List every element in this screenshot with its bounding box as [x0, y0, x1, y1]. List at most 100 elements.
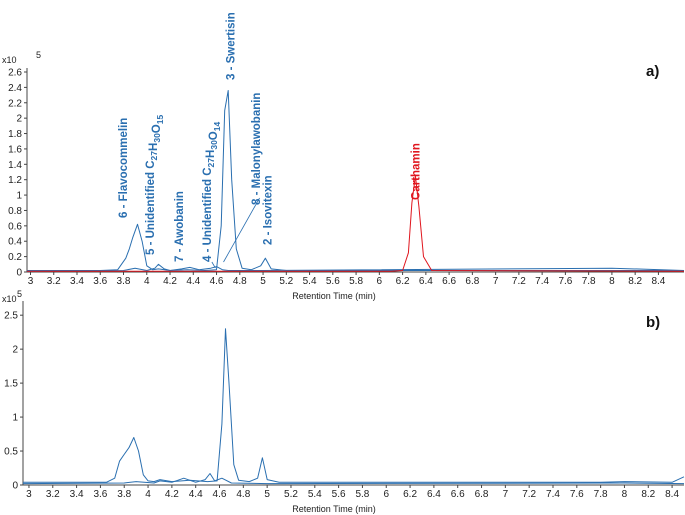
x-tick-label: 6.4 — [427, 489, 441, 500]
x-tick-label: 6.6 — [451, 489, 465, 500]
y-tick-label: 1 — [12, 413, 18, 424]
y-tick-label: 0 — [16, 268, 22, 279]
panel-a: x10 5 a) Retention Time (min) 0 0.2 0.4 0.6… — [2, 12, 685, 301]
panel-b-x-axis-title: Retention Time (min) — [292, 504, 376, 514]
y-tick-label: 2.5 — [4, 311, 18, 322]
y-tick-label: 2.2 — [8, 98, 22, 109]
x-tick-label: 3.4 — [70, 276, 84, 287]
x-tick-label: 7 — [503, 489, 509, 500]
peak-label: 7 - Awobanin — [174, 191, 186, 262]
y-tick-label: 1.5 — [4, 379, 18, 390]
panel-a-multiplier: x10 — [2, 55, 17, 65]
x-tick-label: 5.8 — [355, 489, 369, 500]
x-tick-label: 5.4 — [308, 489, 322, 500]
peak-label: 8 - Malonylawobanin — [251, 93, 263, 205]
x-tick-label: 4.8 — [233, 276, 247, 287]
x-tick-label: 5.2 — [279, 276, 293, 287]
x-tick-label: 7 — [493, 276, 499, 287]
y-tick-label: 0.6 — [8, 221, 22, 232]
y-tick-label: 1.8 — [8, 129, 22, 140]
x-tick-label: 7.2 — [512, 276, 526, 287]
x-tick-label: 5.6 — [326, 276, 340, 287]
x-tick-label: 5 — [264, 489, 270, 500]
y-tick-label: 0.2 — [8, 252, 22, 263]
x-tick-label: 3.8 — [117, 489, 131, 500]
x-tick-label: 6.8 — [465, 276, 479, 287]
y-tick-label: 0.4 — [8, 237, 22, 248]
x-tick-label: 8 — [609, 276, 615, 287]
x-tick-label: 6 — [383, 489, 389, 500]
x-tick-label: 4 — [145, 489, 151, 500]
x-tick-label: 8.4 — [665, 489, 679, 500]
x-tick-label: 6.4 — [419, 276, 433, 287]
x-tick-label: 7.4 — [546, 489, 560, 500]
x-tick-label: 5.6 — [332, 489, 346, 500]
x-tick-label: 3.6 — [93, 276, 107, 287]
x-tick-label: 8.2 — [628, 276, 642, 287]
y-tick-label: 1.2 — [8, 175, 22, 186]
x-tick-label: 4.2 — [165, 489, 179, 500]
series-line-3 — [27, 175, 685, 272]
x-tick-label: 6.2 — [396, 276, 410, 287]
x-tick-label: 4 — [144, 276, 150, 287]
series-line-2 — [22, 473, 685, 485]
x-tick-label: 3.2 — [47, 276, 61, 287]
x-tick-label: 4.6 — [213, 489, 227, 500]
peak-label: 5 - Unidentified C27H30O15 — [145, 115, 165, 255]
x-tick-label: 3.2 — [46, 489, 60, 500]
x-tick-label: 7.6 — [570, 489, 584, 500]
x-tick-label: 3.4 — [70, 489, 84, 500]
peak-label: Carthamin — [410, 143, 422, 200]
panel-b-label: b) — [646, 314, 660, 331]
x-tick-label: 6 — [377, 276, 383, 287]
x-tick-label: 8.2 — [641, 489, 655, 500]
panel-a-exponent: 5 — [36, 50, 41, 60]
x-tick-label: 6.2 — [403, 489, 417, 500]
series-line-1 — [23, 328, 685, 483]
y-tick-label: 1 — [16, 191, 22, 202]
x-tick-label: 7.4 — [535, 276, 549, 287]
x-tick-label: 4.4 — [186, 276, 200, 287]
x-tick-label: 5 — [260, 276, 266, 287]
x-tick-label: 7.8 — [582, 276, 596, 287]
peak-label: 4 - Unidentified C27H30O14 — [202, 122, 222, 262]
x-tick-label: 3 — [26, 489, 32, 500]
x-tick-label: 8.4 — [651, 276, 665, 287]
x-tick-label: 3.8 — [117, 276, 131, 287]
series-line-1 — [27, 90, 684, 271]
panel-a-label: a) — [646, 63, 659, 80]
annotation-arrow — [211, 261, 216, 269]
y-tick-label: 0.5 — [4, 447, 18, 458]
series-line-2 — [26, 263, 685, 272]
y-tick-label: 0 — [12, 481, 18, 492]
x-tick-label: 5.8 — [349, 276, 363, 287]
peak-label: 2 - Isovitexin — [262, 175, 274, 245]
y-tick-label: 1.4 — [8, 160, 22, 171]
y-tick-label: 2 — [12, 345, 18, 356]
x-tick-label: 7.8 — [594, 489, 608, 500]
x-tick-label: 7.2 — [522, 489, 536, 500]
x-tick-label: 7.6 — [558, 276, 572, 287]
x-tick-label: 6.8 — [475, 489, 489, 500]
peak-label: 6 - Flavocommelin — [118, 118, 130, 218]
y-tick-label: 2 — [16, 114, 22, 125]
panel-a-x-axis-title: Retention Time (min) — [292, 291, 376, 301]
y-tick-label: 2.4 — [8, 83, 22, 94]
x-tick-label: 6.6 — [442, 276, 456, 287]
panel-b-multiplier: x10 — [2, 294, 17, 304]
x-tick-label: 5.4 — [303, 276, 317, 287]
peak-label: 3 - Swertisin — [226, 12, 238, 80]
x-tick-label: 4.2 — [163, 276, 177, 287]
x-tick-label: 8 — [622, 489, 628, 500]
x-tick-label: 3 — [28, 276, 34, 287]
panel-b-exponent: 5 — [17, 289, 22, 299]
x-tick-label: 4.8 — [236, 489, 250, 500]
x-tick-label: 5.2 — [284, 489, 298, 500]
y-tick-label: 2.6 — [8, 68, 22, 79]
panel-b: x10 5 b) Retention Time (min) 0 0.5 1 1.5 2 2… — [2, 289, 685, 514]
x-tick-label: 3.6 — [93, 489, 107, 500]
y-tick-label: 0.8 — [8, 206, 22, 217]
x-tick-label: 4.4 — [189, 489, 203, 500]
y-tick-label: 1.6 — [8, 144, 22, 155]
